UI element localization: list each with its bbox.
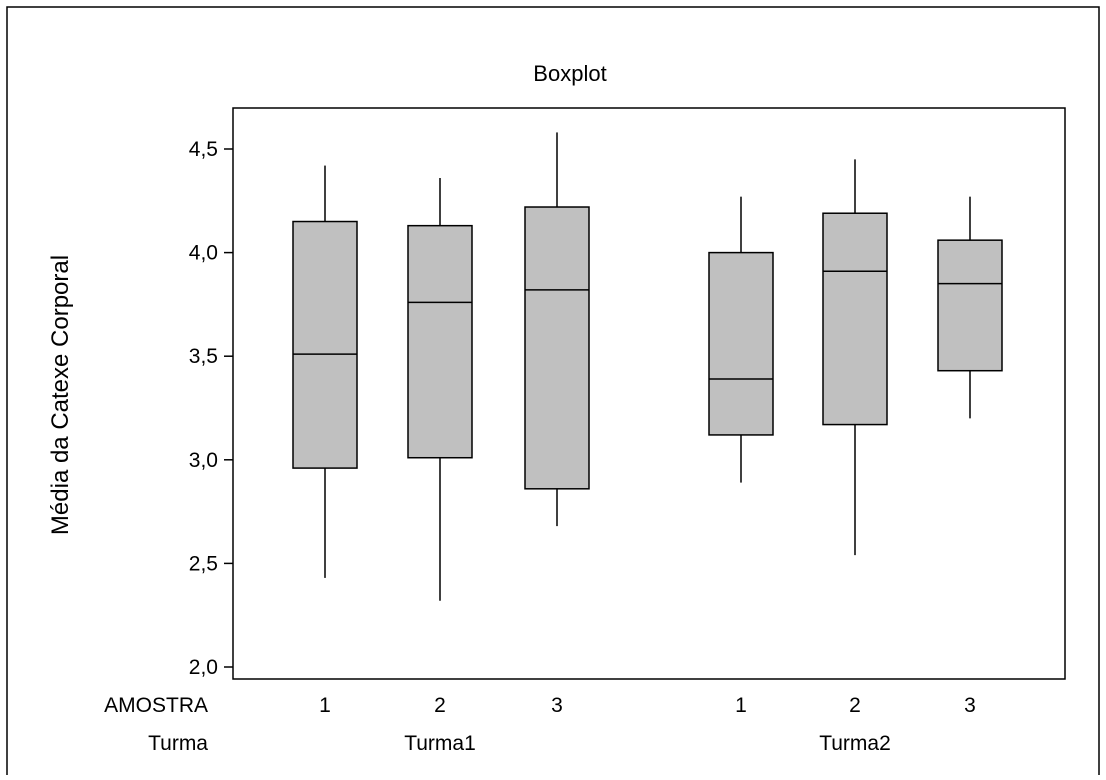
x-tick-label-amostra: 2	[434, 694, 446, 717]
chart-title: Boxplot	[533, 61, 606, 86]
x-group-label-turma: Turma1	[404, 732, 476, 755]
box-group	[708, 196, 774, 483]
x-tick-label-amostra: 1	[735, 694, 747, 717]
box	[708, 251, 774, 436]
row-label-amostra: AMOSTRA	[104, 694, 208, 717]
box-group	[822, 159, 888, 556]
outer-border	[6, 6, 1100, 780]
boxes	[292, 132, 1003, 601]
y-tick-label: 3,0	[189, 449, 218, 472]
x-tick-label-amostra: 3	[551, 694, 563, 717]
x-group-label-turma: Turma2	[819, 732, 891, 755]
y-tick-label: 2,5	[189, 552, 218, 575]
y-tick-label: 4,0	[189, 242, 218, 265]
box	[937, 239, 1003, 372]
y-tick-label: 3,5	[189, 345, 218, 368]
box	[292, 220, 358, 469]
x-labels: 1 2 3 Turma1 1 2 3 Turma2	[319, 694, 976, 755]
box	[524, 206, 590, 490]
x-tick-label-amostra: 3	[964, 694, 976, 717]
box-group	[524, 132, 590, 527]
box	[822, 212, 888, 426]
box-group	[292, 165, 358, 578]
x-tick-label-amostra: 2	[849, 694, 861, 717]
x-tick-label-amostra: 1	[319, 694, 331, 717]
plot-frame	[232, 107, 1066, 680]
y-axis-label: Média da Catexe Corporal	[47, 255, 74, 535]
box-group	[407, 178, 473, 601]
row-label-turma: Turma	[148, 732, 208, 755]
y-axis: 2,0 2,5 3,0 3,5 4,0 4,5	[189, 138, 233, 679]
box-group	[937, 196, 1003, 419]
y-tick-label: 2,0	[189, 656, 218, 679]
box	[407, 224, 473, 459]
y-tick-label: 4,5	[189, 138, 218, 161]
